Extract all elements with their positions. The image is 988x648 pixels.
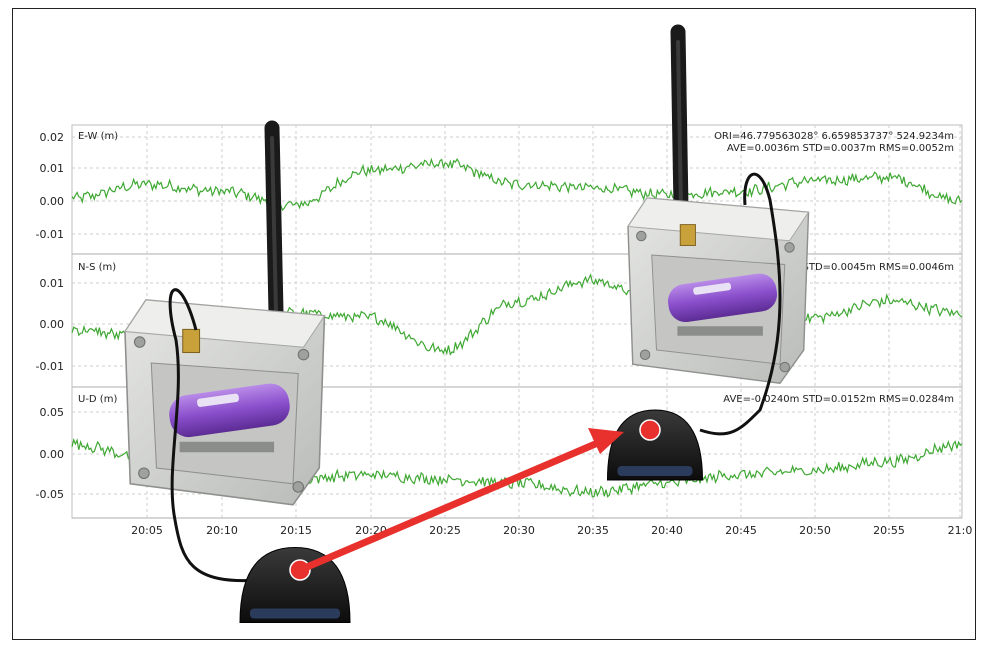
y-tick-label: -0.01 — [36, 228, 64, 241]
antenna-highlight — [676, 40, 683, 210]
gnss-antenna-right — [606, 409, 704, 481]
y-tick-label: -0.05 — [36, 488, 64, 501]
antenna-highlight — [270, 136, 278, 314]
screw — [779, 361, 790, 373]
battery-holder — [179, 441, 275, 453]
panel-stats: AVE=-0.0240m STD=0.0152m RMS=0.0284m — [723, 394, 954, 405]
y-tick-label: 0.00 — [40, 318, 65, 331]
battery-label — [197, 393, 239, 407]
battery-holder — [677, 326, 763, 336]
panel-stats: ORI=46.779563028° 6.659853737° 524.9234m — [714, 131, 954, 142]
cable-left — [168, 288, 261, 583]
x-tick-label: 20:35 — [577, 524, 609, 537]
y-tick-label: 0.00 — [40, 448, 65, 461]
panel-stats: AVE=0.0036m STD=0.0037m RMS=0.0052m — [727, 143, 954, 154]
screw — [784, 242, 795, 253]
y-tick-label: -0.01 — [36, 360, 64, 373]
receiver-box-right — [627, 197, 810, 385]
puck-base — [250, 608, 340, 619]
battery — [169, 383, 290, 438]
battery-label — [693, 282, 732, 295]
y-tick-label: 0.05 — [40, 406, 65, 419]
arrow-shaft — [296, 438, 604, 574]
battery — [668, 273, 778, 323]
panel-1: 0.02 0.01 0.00 -0.01 E-W (m) ORI=46.779563028… — [36, 131, 963, 255]
panel-stats: STD=0.0045m RMS=0.0046m — [803, 262, 954, 273]
x-tick-label: 20:50 — [799, 524, 831, 537]
puck-body — [606, 409, 704, 481]
x-tick-label: 20:55 — [873, 524, 905, 537]
x-tick-label: 20:05 — [131, 524, 163, 537]
receiver-box-left — [124, 299, 326, 506]
x-tick-label: 20:10 — [206, 524, 238, 537]
figure-frame — [12, 8, 976, 640]
screw — [639, 349, 651, 360]
x-tick-label: 20:45 — [725, 524, 757, 537]
panel-label: E-W (m) — [78, 131, 118, 142]
puck-marker — [639, 419, 661, 441]
antenna-left — [264, 120, 284, 320]
antenna-right — [670, 24, 689, 216]
x-tick-label: 20:15 — [280, 524, 312, 537]
enclosure-top — [627, 197, 810, 242]
arrow-head — [588, 428, 624, 454]
x-tick-label: 20:30 — [503, 524, 535, 537]
y-tick-label: 0.01 — [40, 162, 65, 175]
cable-right — [699, 172, 782, 436]
x-tick-label: 21:0 — [948, 524, 973, 537]
y-tick-label: 0.01 — [40, 277, 65, 290]
puck-base — [617, 466, 693, 476]
screw — [297, 348, 310, 361]
panel-label: N-S (m) — [78, 262, 116, 273]
sma-connector — [182, 328, 201, 354]
y-tick-label: 0.00 — [40, 195, 65, 208]
series-line — [71, 157, 963, 212]
screw — [138, 467, 150, 480]
screw — [636, 230, 647, 242]
puck-body — [239, 546, 351, 623]
y-tick-label: 0.02 — [40, 131, 65, 144]
panel-label: U-D (m) — [78, 394, 117, 405]
sma-connector — [679, 224, 696, 246]
screw — [133, 336, 146, 348]
x-tick-label: 20:25 — [429, 524, 461, 537]
screw — [292, 481, 305, 493]
x-tick-label: 20:40 — [651, 524, 683, 537]
